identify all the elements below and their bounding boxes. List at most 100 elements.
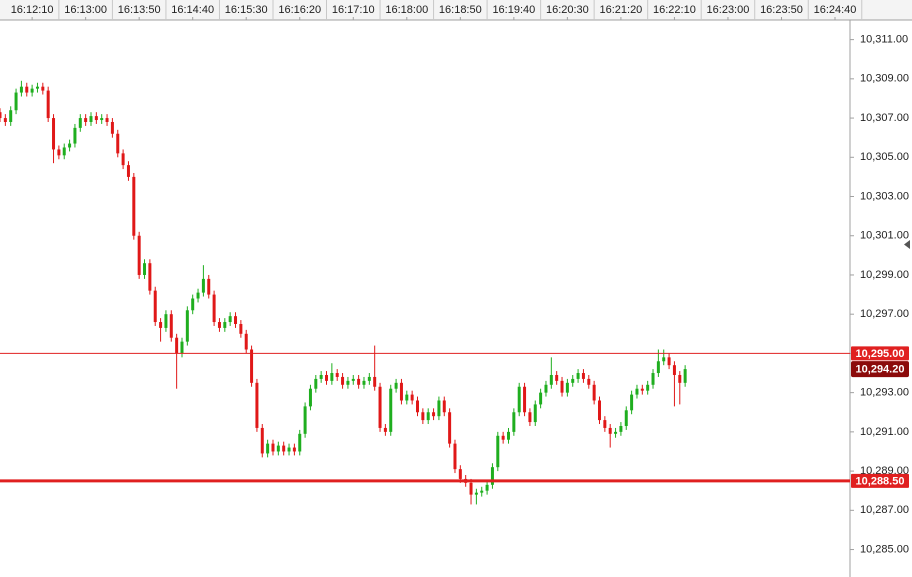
candle-body xyxy=(175,337,179,354)
candle-body xyxy=(25,86,29,93)
y-tick-label: 10,291.00 xyxy=(860,426,909,438)
candle-body xyxy=(619,425,623,432)
candle-body xyxy=(223,322,227,328)
candle-body xyxy=(560,380,564,393)
candle-body xyxy=(244,333,248,350)
y-tick-label: 10,293.00 xyxy=(860,387,909,399)
candle-body xyxy=(234,316,238,324)
candle-body xyxy=(314,378,318,389)
candle-body xyxy=(137,235,141,275)
x-tick-label: 16:14:40 xyxy=(171,4,214,16)
candle-body xyxy=(180,341,184,354)
candle-body xyxy=(196,292,200,299)
x-tick-label: 16:16:20 xyxy=(278,4,321,16)
candle-body xyxy=(576,373,580,379)
candle-body xyxy=(555,374,559,381)
candle-body xyxy=(52,118,56,150)
candle-body xyxy=(94,116,98,121)
x-tick-label: 16:17:10 xyxy=(332,4,375,16)
candle-body xyxy=(308,388,312,407)
candle-body xyxy=(346,380,350,385)
candle-body xyxy=(614,431,618,434)
x-tick-label: 16:20:30 xyxy=(546,4,589,16)
candle-body xyxy=(646,384,650,391)
price-tag xyxy=(851,346,909,361)
candle-body xyxy=(14,92,18,111)
candle-body xyxy=(523,386,527,413)
candle-body xyxy=(116,133,120,154)
candle-body xyxy=(410,394,414,401)
x-tick-label: 16:22:10 xyxy=(653,4,696,16)
candle-body xyxy=(672,365,676,375)
candle-body xyxy=(507,431,511,440)
candle-body xyxy=(292,447,296,452)
candle-body xyxy=(62,147,66,156)
x-tick-label: 16:21:20 xyxy=(599,4,642,16)
last-price-label: 10,294.20 xyxy=(856,364,905,376)
candle-body xyxy=(544,384,548,393)
candle-body xyxy=(303,406,307,434)
candle-body xyxy=(448,412,452,444)
candle-body xyxy=(121,153,125,166)
candle-body xyxy=(105,118,109,122)
candle-body xyxy=(255,382,259,428)
x-tick-label: 16:19:40 xyxy=(492,4,535,16)
candle-body xyxy=(416,400,420,413)
candle-body xyxy=(635,388,639,395)
candle-body xyxy=(389,388,393,432)
candle-body xyxy=(153,290,157,323)
candle-body xyxy=(30,88,34,93)
candle-body xyxy=(201,278,205,293)
candle-body xyxy=(271,443,275,452)
candle-body xyxy=(9,110,13,122)
y-tick-label: 10,311.00 xyxy=(860,34,908,46)
time-axis-strip xyxy=(0,0,912,20)
candle-body xyxy=(159,322,163,328)
candle-body xyxy=(630,394,634,411)
candle-body xyxy=(394,382,398,389)
candle-body xyxy=(496,435,500,468)
candle-body xyxy=(656,361,660,374)
x-tick-label: 16:13:50 xyxy=(118,4,161,16)
candle-body xyxy=(73,127,77,144)
candle-body xyxy=(351,378,355,381)
candle-body xyxy=(143,263,147,275)
y-tick-label: 10,299.00 xyxy=(860,269,909,281)
candle-body xyxy=(480,490,484,493)
candle-body xyxy=(110,121,114,134)
candle-body xyxy=(319,374,323,379)
candle-body xyxy=(678,374,682,383)
candle-body xyxy=(325,374,329,381)
candle-body xyxy=(597,400,601,421)
candle-body xyxy=(148,263,152,291)
candle-body xyxy=(571,378,575,383)
candle-body xyxy=(592,384,596,401)
candle-body xyxy=(683,369,687,383)
y-tick-label: 10,307.00 xyxy=(860,112,909,124)
candle-body xyxy=(169,314,173,338)
candle-body xyxy=(399,382,403,401)
candle-body xyxy=(528,412,532,423)
candle-body xyxy=(330,373,334,381)
candle-body xyxy=(335,373,339,377)
candle-body xyxy=(19,86,23,93)
candle-body xyxy=(581,373,585,379)
scroll-arrow-icon[interactable] xyxy=(904,240,910,249)
y-tick-label: 10,301.00 xyxy=(860,230,909,242)
price-tag-label: 10,288.50 xyxy=(856,475,905,487)
candle-body xyxy=(362,380,366,385)
candle-body xyxy=(549,374,553,385)
candle-body xyxy=(287,447,291,452)
candle-body xyxy=(57,149,61,156)
candle-body xyxy=(185,310,189,342)
candle-body xyxy=(207,278,211,295)
candle-body xyxy=(378,386,382,428)
candle-body xyxy=(405,394,409,401)
candle-body xyxy=(442,400,446,413)
y-tick-label: 10,297.00 xyxy=(860,308,909,320)
candle-body xyxy=(3,118,7,122)
candle-body xyxy=(539,392,543,405)
candle-body xyxy=(453,443,457,470)
x-tick-label: 16:23:00 xyxy=(707,4,750,16)
